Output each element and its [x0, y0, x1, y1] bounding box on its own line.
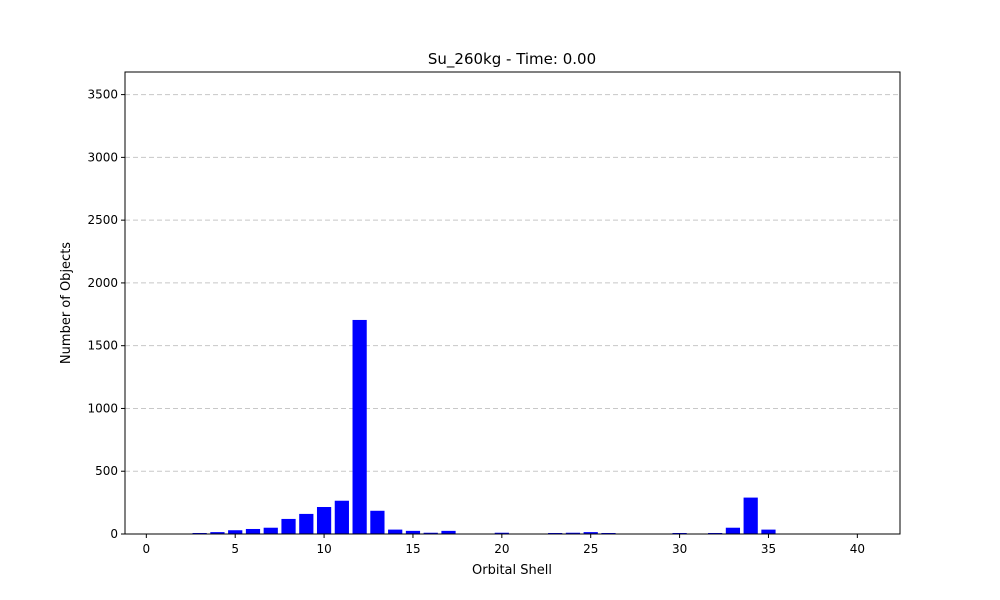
gridlines — [125, 94, 900, 472]
y-tick-label: 0 — [110, 527, 118, 541]
bar-shell-24 — [565, 532, 581, 534]
bar-shell-12 — [352, 319, 367, 534]
y-tick-label: 500 — [95, 464, 118, 478]
x-tick-label: 10 — [316, 542, 331, 556]
bar-shell-7 — [263, 527, 278, 534]
x-tick-label: 5 — [231, 542, 239, 556]
bar-shell-5 — [228, 530, 243, 534]
y-tick-label: 3000 — [87, 150, 118, 164]
bar-shell-25 — [583, 532, 598, 534]
bar-shell-13 — [370, 510, 385, 534]
y-tick-label: 2500 — [87, 213, 118, 227]
x-tick-label: 25 — [583, 542, 598, 556]
x-tick-label: 35 — [761, 542, 776, 556]
bar-shell-11 — [334, 500, 349, 534]
bar-shell-30 — [672, 532, 687, 534]
bar-shell-23 — [548, 532, 563, 534]
bar-shell-14 — [388, 529, 403, 534]
bar-shell-3 — [192, 532, 207, 534]
plot-frame — [124, 71, 901, 535]
x-tick-label: 40 — [850, 542, 865, 556]
y-tick-label: 3500 — [87, 88, 118, 102]
x-axis-ticks: 0 5 10 15 20 25 30 35 40 — [143, 534, 865, 556]
bar-shell-9 — [299, 513, 314, 534]
y-tick-label: 1000 — [87, 401, 118, 415]
bar-shell-20 — [494, 532, 509, 534]
bar-shell-4 — [210, 532, 225, 534]
bar-shell-33 — [725, 527, 741, 534]
y-tick-label: 2000 — [87, 276, 118, 290]
bar-shell-26 — [601, 532, 616, 534]
x-tick-label: 30 — [672, 542, 687, 556]
bar-shell-34 — [743, 497, 758, 534]
bar-shell-10 — [316, 507, 332, 534]
y-tick-label: 1500 — [87, 339, 118, 353]
bar-shell-35 — [761, 529, 776, 534]
x-axis-label: Orbital Shell — [472, 563, 552, 578]
bar-shell-15 — [405, 530, 421, 534]
bar-shell-32 — [708, 532, 723, 534]
chart-title: Su_260kg - Time: 0.00 — [428, 50, 596, 69]
x-tick-label: 15 — [405, 542, 420, 556]
bar-shell-16 — [423, 532, 438, 534]
y-axis-ticks: 0 500 1000 1500 2000 2500 3000 3500 — [87, 88, 125, 541]
x-tick-label: 20 — [494, 542, 509, 556]
bar-shell-6 — [245, 528, 261, 534]
x-tick-label: 0 — [143, 542, 151, 556]
bars — [192, 319, 776, 534]
y-axis-label: Number of Objects — [59, 242, 74, 364]
bar-shell-17 — [441, 530, 456, 534]
bar-shell-8 — [281, 518, 296, 534]
